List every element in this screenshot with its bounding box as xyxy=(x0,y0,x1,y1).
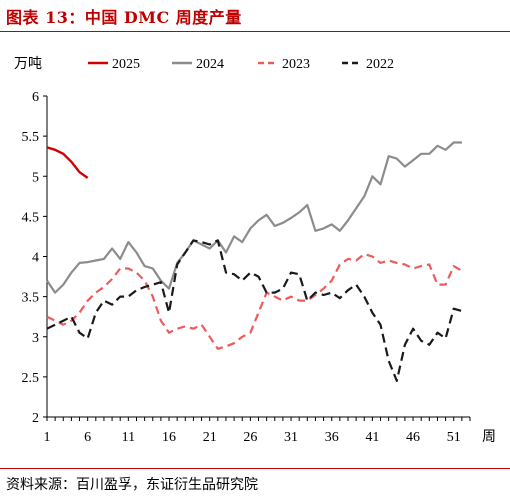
title-divider xyxy=(0,31,510,32)
series-line-2022 xyxy=(46,239,463,382)
series-line-2023 xyxy=(46,253,463,350)
figure-title: 图表 13：中国 DMC 周度产量 xyxy=(6,8,242,27)
legend-label-2025: 2025 xyxy=(112,57,140,72)
plot-area xyxy=(46,141,463,382)
series-line-2024 xyxy=(46,141,462,294)
source-divider xyxy=(0,468,510,469)
y-tick-label: 5 xyxy=(32,170,39,185)
chart-legend: 2025 2024 2023 2022 xyxy=(88,57,394,72)
y-tick-label: 2 xyxy=(32,411,39,426)
x-tick-label: 36 xyxy=(325,430,339,445)
x-tick-label: 26 xyxy=(243,430,257,445)
x-tick-label: 11 xyxy=(122,430,135,445)
x-tick-label: 16 xyxy=(162,430,176,445)
y-tick-label: 5.5 xyxy=(22,130,40,145)
y-tick-label: 4 xyxy=(32,251,39,266)
figure-source: 资料来源：百川盈孚，东证衍生品研究院 xyxy=(6,477,258,493)
x-tick-label: 31 xyxy=(284,430,298,445)
y-tick-label: 6 xyxy=(32,90,39,105)
x-tick-label: 21 xyxy=(203,430,217,445)
y-tick-label: 3 xyxy=(32,331,39,346)
y-tick-label: 3.5 xyxy=(22,291,40,306)
x-tick-label: 46 xyxy=(406,430,420,445)
y-tick-label: 2.5 xyxy=(22,371,40,386)
x-tick-label: 1 xyxy=(44,430,51,445)
series-line-2025 xyxy=(46,146,89,179)
chart-axes: 22.533.544.555.561 6 11 16 21 26 31 36 41 46 51 xyxy=(22,90,471,445)
legend-label-2022: 2022 xyxy=(366,57,394,72)
x-tick-label: 6 xyxy=(84,430,91,445)
x-axis-unit-label: 周 xyxy=(482,430,496,445)
legend-label-2024: 2024 xyxy=(196,57,224,72)
y-tick-label: 4.5 xyxy=(22,210,40,225)
legend-label-2023: 2023 xyxy=(282,57,310,72)
x-tick-label: 41 xyxy=(365,430,379,445)
x-tick-label: 51 xyxy=(447,430,461,445)
y-axis-unit-label: 万吨 xyxy=(14,56,42,72)
